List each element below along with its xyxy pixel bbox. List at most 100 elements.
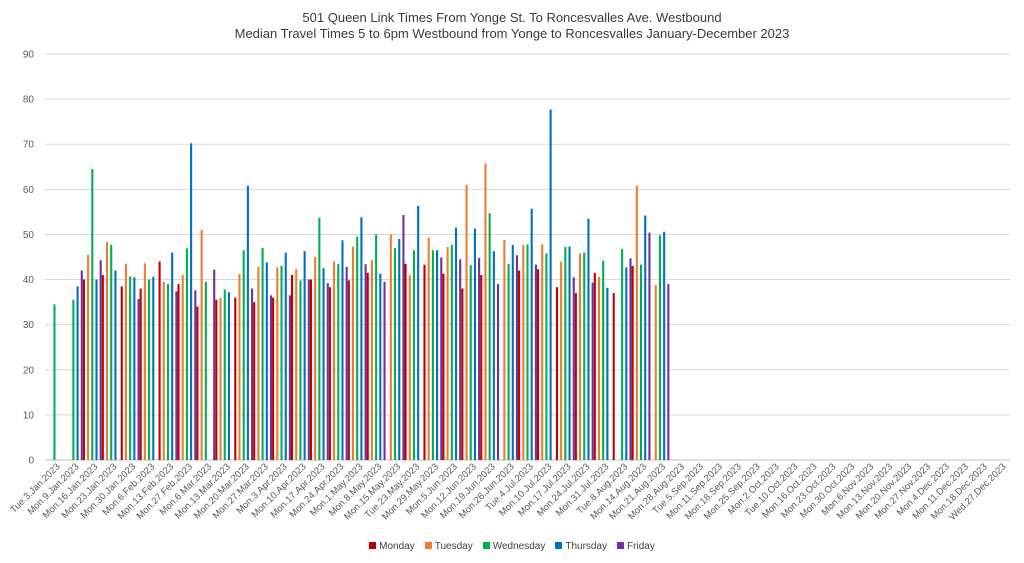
bar-wednesday xyxy=(280,266,283,460)
bar-friday xyxy=(515,255,519,460)
bar-friday xyxy=(534,264,537,460)
bar-thursday xyxy=(360,217,363,460)
bar-wednesday xyxy=(450,244,453,460)
bar-thursday xyxy=(95,279,98,460)
bar-wednesday xyxy=(564,247,567,460)
legend-label: Thursday xyxy=(565,541,608,552)
y-tick-label: 0 xyxy=(28,456,34,467)
y-tick-label: 50 xyxy=(23,230,35,241)
bar-tuesday xyxy=(597,276,601,460)
bar-thursday xyxy=(568,246,571,460)
legend-label: Monday xyxy=(379,541,415,552)
bar-thursday xyxy=(663,231,666,460)
bar-wednesday xyxy=(526,244,529,460)
bar-tuesday xyxy=(408,275,411,460)
bar-wednesday xyxy=(166,284,170,460)
bar-friday xyxy=(629,258,632,460)
bar-tuesday xyxy=(446,247,449,460)
bar-tuesday xyxy=(200,229,203,460)
bar-tuesday xyxy=(257,266,260,460)
bar-thursday xyxy=(303,251,306,460)
bar-monday xyxy=(593,272,596,460)
bar-tuesday xyxy=(124,263,127,460)
bar-thursday xyxy=(379,273,382,460)
bar-wednesday xyxy=(356,236,359,460)
bar-tuesday xyxy=(503,239,506,460)
bar-thursday xyxy=(417,206,420,460)
chart-title: 501 Queen Link Times From Yonge St. To R… xyxy=(302,10,722,25)
bar-thursday xyxy=(133,277,136,460)
bar-tuesday xyxy=(427,237,430,460)
legend-swatch xyxy=(555,542,563,549)
bars xyxy=(53,109,670,461)
bar-wednesday xyxy=(185,248,188,460)
bar-friday xyxy=(80,270,83,460)
bar-monday xyxy=(101,275,104,460)
bar-thursday xyxy=(436,250,439,460)
legend-item-friday: Friday xyxy=(617,541,655,552)
bar-wednesday xyxy=(110,244,113,460)
bar-friday xyxy=(478,257,481,460)
bar-tuesday xyxy=(333,261,336,460)
y-tick-label: 30 xyxy=(23,320,35,331)
bar-monday xyxy=(272,297,275,460)
bar-tuesday xyxy=(105,242,109,460)
legend-swatch xyxy=(369,542,377,549)
bar-monday xyxy=(423,264,426,460)
bar-tuesday xyxy=(181,275,184,460)
bar-monday xyxy=(158,261,161,460)
x-axis-tick-labels: Tue.3.Jan.2023Mon.9.Jan.2023Mon.16.Jan.2… xyxy=(8,461,1008,522)
bar-tuesday xyxy=(370,260,373,460)
bar-wednesday xyxy=(318,217,321,460)
legend-label: Tuesday xyxy=(434,541,473,552)
bar-friday xyxy=(364,264,367,460)
bar-tuesday xyxy=(465,184,468,460)
bar-friday xyxy=(326,283,329,460)
bar-friday xyxy=(251,288,254,460)
bar-thursday xyxy=(190,143,193,460)
bar-wednesday xyxy=(658,235,661,460)
bar-thursday xyxy=(530,208,533,460)
bar-monday xyxy=(404,263,407,460)
bar-tuesday xyxy=(276,267,279,460)
legend-item-tuesday: Tuesday xyxy=(424,541,473,552)
y-tick-label: 80 xyxy=(23,95,35,106)
bar-monday xyxy=(366,272,369,460)
y-tick-label: 70 xyxy=(23,140,35,151)
bar-tuesday xyxy=(238,274,241,460)
bar-wednesday xyxy=(469,265,472,460)
legend-item-monday: Monday xyxy=(369,541,415,552)
bar-tuesday xyxy=(579,253,582,460)
bar-thursday xyxy=(454,227,458,460)
bar-wednesday xyxy=(53,304,56,460)
bar-wednesday xyxy=(91,169,94,460)
bar-thursday xyxy=(246,185,249,460)
bar-tuesday xyxy=(635,185,638,460)
bar-monday xyxy=(347,280,350,460)
bar-tuesday xyxy=(143,263,146,460)
chart-subtitle: Median Travel Times 5 to 6pm Westbound f… xyxy=(234,26,790,41)
bar-monday xyxy=(196,306,199,460)
bar-tuesday xyxy=(389,234,392,460)
bar-friday xyxy=(497,284,500,460)
bar-wednesday xyxy=(621,248,624,460)
bar-thursday xyxy=(152,276,155,460)
y-tick-label: 90 xyxy=(23,50,35,61)
bar-wednesday xyxy=(412,250,416,460)
bar-friday xyxy=(345,266,348,460)
bar-thursday xyxy=(644,215,647,460)
legend-swatch xyxy=(424,542,432,549)
bar-friday xyxy=(307,279,310,460)
legend-label: Wednesday xyxy=(492,541,546,552)
bar-wednesday xyxy=(223,289,226,460)
bar-wednesday xyxy=(583,252,586,460)
bar-friday xyxy=(383,281,386,460)
bar-monday xyxy=(234,297,237,460)
bar-thursday xyxy=(114,270,117,460)
legend: Monday Tuesday Wednesday Thursday Friday xyxy=(0,541,1024,552)
bar-monday xyxy=(328,287,331,460)
legend-item-thursday: Thursday xyxy=(555,541,607,552)
bar-friday xyxy=(572,277,575,460)
bar-thursday xyxy=(511,244,514,460)
